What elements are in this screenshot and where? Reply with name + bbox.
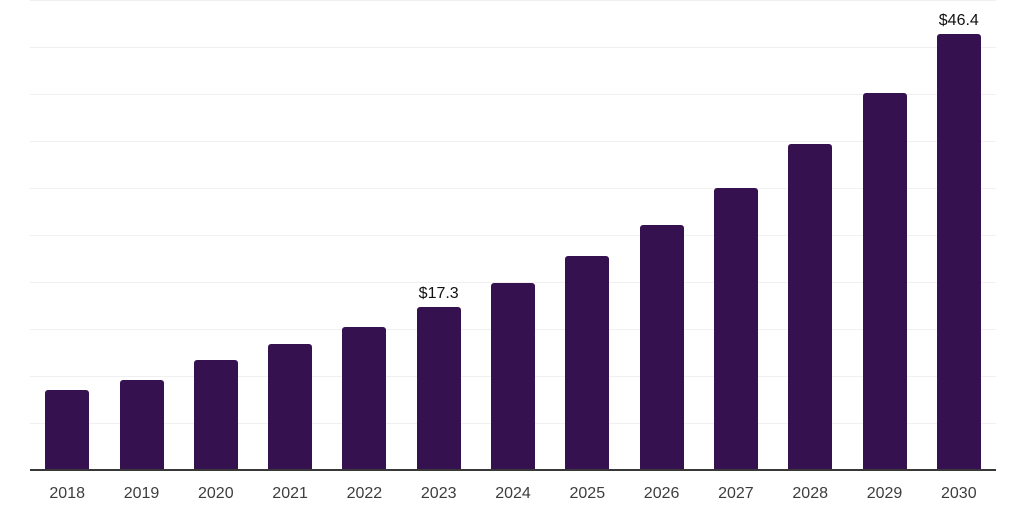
x-tick-2026: 2026 xyxy=(643,485,680,502)
x-tick-2025: 2025 xyxy=(569,485,606,502)
bar-value-label-2030: $46.4 xyxy=(938,11,979,29)
x-tick-2019: 2019 xyxy=(123,485,160,502)
bar-2020 xyxy=(193,360,238,470)
bar-2030 xyxy=(936,33,981,470)
gridline xyxy=(30,94,996,95)
x-tick-2021: 2021 xyxy=(272,485,308,502)
bar-2026 xyxy=(639,224,684,470)
bar-2024 xyxy=(491,282,535,470)
bar-2025 xyxy=(565,255,610,470)
gridline xyxy=(30,235,996,236)
bar-value-label-2023: $17.3 xyxy=(418,285,459,303)
gridline xyxy=(30,141,996,142)
bar-2022 xyxy=(342,327,387,470)
x-tick-2023: 2023 xyxy=(420,485,457,502)
x-tick-2018: 2018 xyxy=(49,485,85,502)
bar-2021 xyxy=(268,344,313,470)
x-axis-line xyxy=(30,469,996,471)
bar-2028 xyxy=(788,143,833,470)
gridline xyxy=(30,47,996,48)
bar-2019 xyxy=(119,379,164,470)
x-tick-2028: 2028 xyxy=(792,485,828,502)
bar-2027 xyxy=(713,188,758,470)
x-tick-2029: 2029 xyxy=(866,485,903,502)
gridline xyxy=(30,188,996,189)
gridline xyxy=(30,0,996,1)
x-tick-2024: 2024 xyxy=(495,485,531,502)
x-tick-2020: 2020 xyxy=(198,485,234,502)
x-tick-2030: 2030 xyxy=(941,485,977,502)
x-tick-2022: 2022 xyxy=(346,485,383,502)
bar-2023 xyxy=(416,307,461,470)
gridline xyxy=(30,282,996,283)
x-tick-2027: 2027 xyxy=(718,485,754,502)
bar-2029 xyxy=(862,93,907,470)
bar-2018 xyxy=(45,390,90,470)
